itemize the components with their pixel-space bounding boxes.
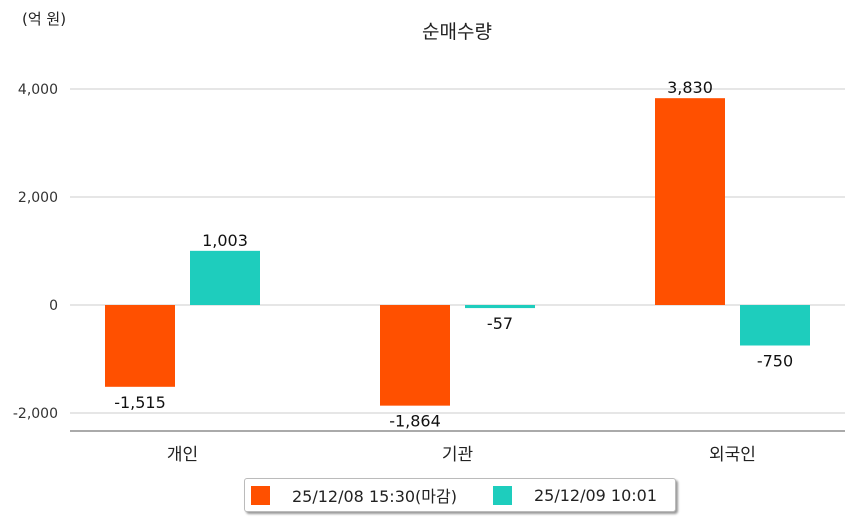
legend-label: 25/12/08 15:30(마감) bbox=[292, 487, 457, 506]
bar bbox=[465, 305, 535, 309]
y-tick-label: 0 bbox=[49, 298, 58, 314]
bar bbox=[740, 305, 810, 346]
x-tick-label: 외국인 bbox=[709, 445, 756, 465]
y-tick-label: 2,000 bbox=[18, 190, 58, 206]
data-label: -750 bbox=[757, 352, 793, 371]
data-label: 1,003 bbox=[202, 231, 248, 250]
legend-swatch-orange bbox=[251, 485, 270, 505]
chart-title: 순매수량 bbox=[422, 21, 492, 43]
y-tick-label: -2,000 bbox=[13, 406, 58, 422]
legend-swatch-teal bbox=[492, 485, 512, 505]
data-label: -57 bbox=[487, 314, 513, 333]
bar bbox=[380, 305, 450, 406]
x-tick-label: 개인 bbox=[167, 445, 198, 465]
bar-chart: (억 원) 순매수량 4,000 2,000 0 -2,000 개인 -1,515 1,0… bbox=[13, 10, 845, 465]
legend-item-0[interactable]: 25/12/08 15:30(마감) bbox=[251, 483, 457, 507]
bar bbox=[190, 250, 260, 305]
data-label: -1,515 bbox=[114, 393, 166, 412]
y-tick-label: 4,000 bbox=[18, 82, 58, 98]
legend-label: 25/12/09 10:01 bbox=[533, 485, 658, 505]
x-tick-label: 기관 bbox=[442, 445, 473, 465]
unit-label: (억 원) bbox=[22, 10, 66, 28]
legend-item-1[interactable]: 25/12/09 10:01 bbox=[492, 485, 658, 505]
bar bbox=[105, 305, 175, 387]
data-label: -1,864 bbox=[389, 412, 441, 431]
legend: 25/12/08 15:30(마감) 25/12/09 10:01 bbox=[244, 478, 676, 512]
data-label: 3,830 bbox=[667, 78, 713, 97]
bar bbox=[655, 98, 725, 306]
